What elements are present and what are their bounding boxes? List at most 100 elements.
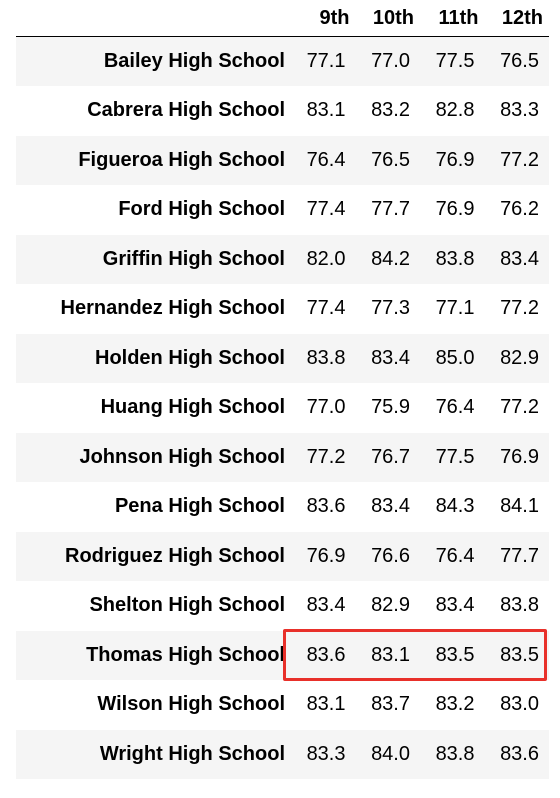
score-cell: 83.5	[435, 643, 475, 666]
score-cell: 83.4	[500, 247, 539, 270]
score-cell: 76.2	[500, 198, 539, 221]
table-row: Ford High School 77.4 77.7 76.9 76.2	[16, 185, 549, 235]
score-cell: 83.3	[500, 99, 539, 122]
score-cell: 83.6	[500, 742, 539, 765]
score-cell: 83.1	[306, 99, 346, 122]
table-row: Thomas High School 83.6 83.1 83.5 83.5	[16, 630, 549, 680]
column-header-10th: 10th	[355, 0, 420, 37]
score-cell: 76.5	[500, 50, 539, 72]
score-cell: 77.0	[306, 396, 346, 419]
score-cell: 82.0	[306, 247, 346, 270]
score-cell: 76.5	[371, 148, 410, 171]
school-name: Figueroa High School	[78, 148, 285, 171]
table-row: Griffin High School 82.0 84.2 83.8 83.4	[16, 234, 549, 284]
table-row: Figueroa High School 76.4 76.5 76.9 77.2	[16, 135, 549, 185]
score-cell: 83.8	[500, 594, 539, 617]
column-header-12th: 12th	[484, 0, 549, 37]
school-name: Johnson High School	[79, 445, 285, 468]
school-name: Wright High School	[99, 742, 285, 765]
score-cell: 83.4	[306, 594, 346, 617]
table-row: Cabrera High School 83.1 83.2 82.8 83.3	[16, 86, 549, 136]
score-cell: 83.6	[306, 643, 346, 666]
table-row: Bailey High School 77.1 77.0 77.5 76.5	[16, 36, 549, 86]
score-cell: 77.5	[435, 445, 475, 468]
header-row: 9th 10th 11th 12th	[16, 0, 549, 37]
school-name: Wilson High School	[97, 693, 285, 716]
score-cell: 83.0	[500, 693, 539, 716]
score-cell: 84.3	[435, 495, 475, 518]
school-name: Rodriguez High School	[65, 544, 285, 567]
score-cell: 84.0	[371, 742, 410, 765]
score-cell: 77.2	[500, 297, 539, 320]
table-row: Holden High School 83.8 83.4 85.0 82.9	[16, 333, 549, 383]
score-cell: 77.1	[435, 297, 475, 320]
score-cell: 76.9	[500, 445, 539, 468]
score-cell: 77.5	[435, 50, 475, 72]
score-cell: 83.8	[435, 247, 475, 270]
score-cell: 83.4	[371, 495, 410, 518]
score-cell: 83.1	[371, 643, 410, 666]
score-cell: 77.7	[500, 544, 539, 567]
table-row: Wright High School 83.3 84.0 83.8 83.6	[16, 729, 549, 779]
school-name: Hernandez High School	[60, 297, 285, 320]
score-cell: 84.1	[500, 495, 539, 518]
score-cell: 77.4	[306, 198, 346, 221]
school-name: Shelton High School	[89, 594, 285, 617]
school-name: Huang High School	[100, 396, 285, 419]
score-cell: 77.2	[306, 445, 346, 468]
table-row: Johnson High School 77.2 76.7 77.5 76.9	[16, 432, 549, 482]
school-name: Bailey High School	[103, 50, 285, 72]
score-cell: 82.9	[371, 594, 410, 617]
school-name: Griffin High School	[102, 247, 285, 270]
score-cell: 83.4	[435, 594, 475, 617]
table-row: Pena High School 83.6 83.4 84.3 84.1	[16, 482, 549, 532]
score-cell: 83.3	[306, 742, 346, 765]
score-cell: 77.1	[306, 50, 346, 72]
score-cell: 77.2	[500, 148, 539, 171]
score-cell: 77.7	[371, 198, 410, 221]
column-header-11th: 11th	[420, 0, 485, 37]
index-header	[16, 0, 291, 37]
score-cell: 76.4	[306, 148, 346, 171]
score-cell: 76.7	[371, 445, 410, 468]
score-cell: 76.6	[371, 544, 410, 567]
score-cell: 76.4	[435, 544, 475, 567]
score-cell: 76.9	[435, 148, 475, 171]
table-row: Wilson High School 83.1 83.7 83.2 83.0	[16, 680, 549, 730]
table-row: Hernandez High School 77.4 77.3 77.1 77.2	[16, 284, 549, 334]
score-cell: 77.3	[371, 297, 410, 320]
score-cell: 82.8	[435, 99, 475, 122]
score-cell: 85.0	[435, 346, 475, 369]
score-cell: 83.8	[306, 346, 346, 369]
school-name: Pena High School	[114, 495, 285, 518]
score-cell: 83.1	[306, 693, 346, 716]
score-cell: 76.4	[435, 396, 475, 419]
score-cell: 77.4	[306, 297, 346, 320]
table-row: Rodriguez High School 76.9 76.6 76.4 77.7	[16, 531, 549, 581]
school-name: Holden High School	[95, 346, 285, 369]
score-cell: 83.2	[371, 99, 410, 122]
score-cell: 83.8	[435, 742, 475, 765]
table-header: 9th 10th 11th 12th	[16, 0, 549, 37]
column-header-9th: 9th	[291, 0, 356, 37]
score-cell: 76.9	[306, 544, 346, 567]
score-cell: 83.7	[371, 693, 410, 716]
score-cell: 77.2	[500, 396, 539, 419]
school-name: Thomas High School	[86, 643, 285, 666]
score-cell: 83.2	[435, 693, 475, 716]
score-cell: 76.9	[435, 198, 475, 221]
school-name: Ford High School	[118, 198, 285, 221]
score-cell: 83.6	[306, 495, 346, 518]
score-cell: 75.9	[371, 396, 410, 419]
table-body: Bailey High School 77.1 77.0 77.5 76.5 Cabrer…	[16, 36, 549, 779]
score-cell: 83.4	[371, 346, 410, 369]
score-cell: 77.0	[371, 50, 410, 72]
scores-by-grade-table: 9th 10th 11th 12th Bailey High School 77.…	[16, 0, 549, 779]
score-cell: 83.5	[500, 643, 539, 666]
table-row: Huang High School 77.0 75.9 76.4 77.2	[16, 383, 549, 433]
score-cell: 84.2	[371, 247, 410, 270]
table-row: Shelton High School 83.4 82.9 83.4 83.8	[16, 581, 549, 631]
school-name: Cabrera High School	[87, 99, 285, 122]
score-cell: 82.9	[500, 346, 539, 369]
